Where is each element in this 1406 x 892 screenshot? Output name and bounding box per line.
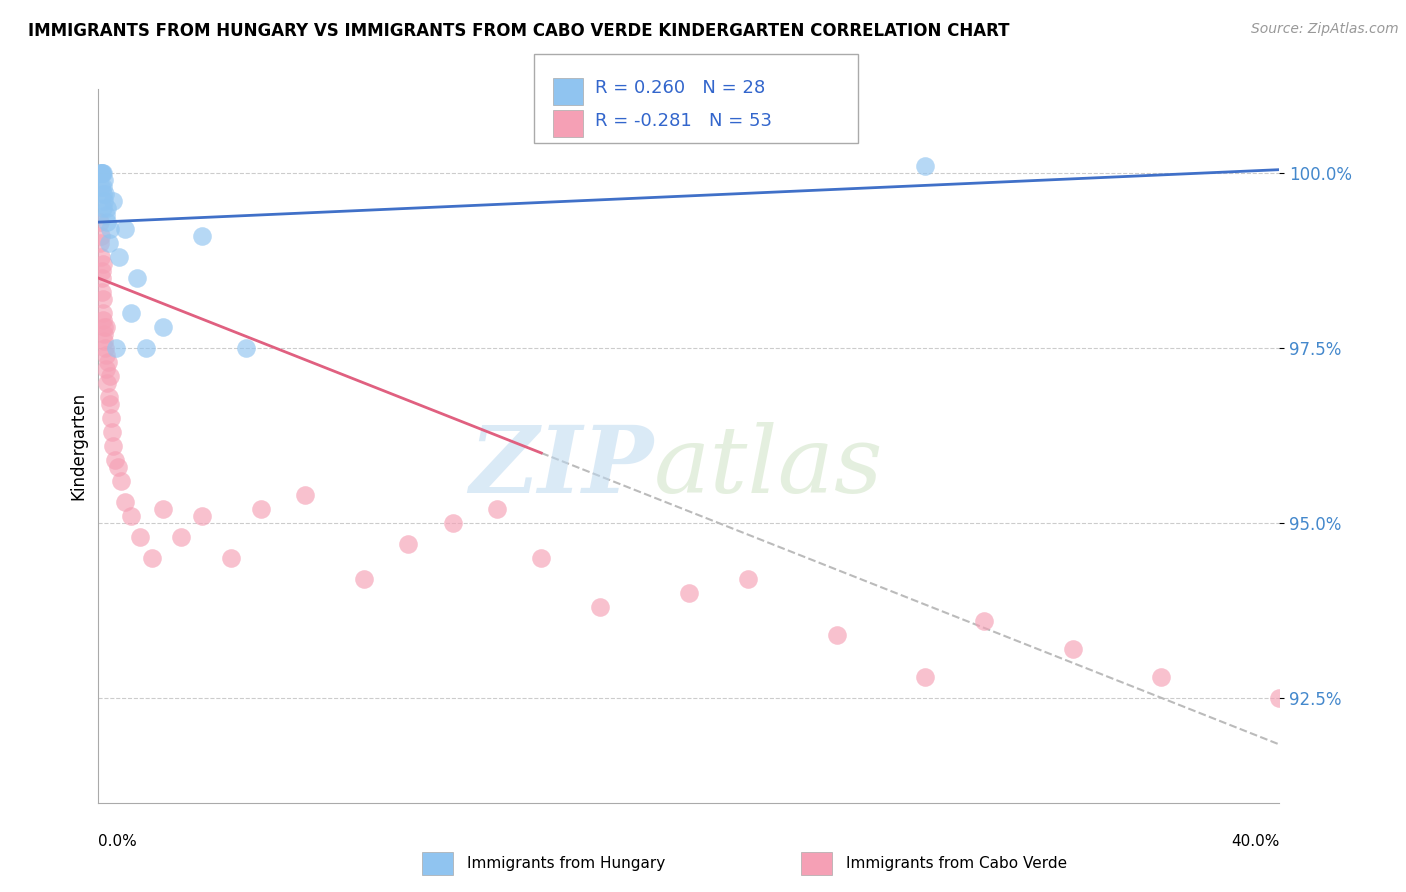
Point: [94, 341, 117, 355]
Text: atlas: atlas: [654, 423, 883, 512]
Point: [96, 376, 118, 390]
Point: [91, 257, 114, 271]
Point: [589, 599, 612, 614]
Point: [1150, 670, 1173, 684]
Point: [737, 572, 759, 586]
Point: [105, 341, 128, 355]
Point: [96, 215, 118, 229]
Point: [91, 187, 114, 202]
Point: [678, 586, 700, 600]
Point: [94, 348, 117, 362]
Point: [93, 306, 115, 320]
Point: [90, 229, 112, 244]
Point: [89, 236, 111, 251]
Point: [441, 516, 464, 530]
Point: [93, 194, 115, 208]
Point: [94, 187, 117, 202]
Point: [93, 320, 115, 334]
Point: [396, 537, 419, 551]
Text: 0.0%: 0.0%: [98, 834, 138, 849]
Point: [530, 550, 553, 565]
Point: [135, 341, 157, 355]
Point: [91, 166, 114, 180]
Point: [91, 292, 114, 306]
Point: [98, 369, 121, 384]
Point: [152, 502, 174, 516]
Point: [125, 271, 148, 285]
Point: [108, 250, 131, 264]
Text: ZIP: ZIP: [470, 423, 654, 512]
Point: [91, 201, 114, 215]
Point: [97, 355, 120, 369]
Text: R = 0.260   N = 28: R = 0.260 N = 28: [595, 79, 765, 97]
Point: [90, 250, 112, 264]
Point: [107, 460, 129, 475]
Point: [914, 159, 936, 173]
Point: [97, 236, 120, 251]
Y-axis label: Kindergarten: Kindergarten: [69, 392, 87, 500]
Point: [91, 285, 114, 299]
Point: [100, 411, 122, 425]
Point: [96, 201, 118, 215]
Point: [91, 271, 114, 285]
Point: [97, 390, 120, 404]
Point: [94, 208, 117, 222]
Point: [91, 166, 114, 180]
Point: [353, 572, 375, 586]
Text: Immigrants from Cabo Verde: Immigrants from Cabo Verde: [846, 856, 1067, 871]
Point: [152, 320, 174, 334]
Point: [110, 474, 132, 488]
Point: [90, 264, 112, 278]
Point: [91, 313, 114, 327]
Point: [114, 495, 136, 509]
Point: [94, 320, 117, 334]
Point: [93, 173, 115, 187]
Point: [1268, 690, 1291, 705]
Point: [90, 180, 112, 194]
Point: [825, 628, 848, 642]
Point: [294, 488, 316, 502]
Text: R = -0.281   N = 53: R = -0.281 N = 53: [595, 112, 772, 129]
Point: [250, 502, 273, 516]
Point: [914, 670, 936, 684]
Point: [93, 327, 115, 342]
Point: [141, 550, 163, 565]
Point: [103, 194, 125, 208]
Point: [114, 222, 136, 236]
Point: [101, 425, 124, 439]
Point: [219, 550, 243, 565]
Point: [191, 508, 214, 523]
Point: [486, 502, 509, 516]
Point: [89, 215, 111, 229]
Point: [120, 306, 142, 320]
Point: [89, 166, 111, 180]
Point: [191, 229, 214, 244]
Text: IMMIGRANTS FROM HUNGARY VS IMMIGRANTS FROM CABO VERDE KINDERGARTEN CORRELATION C: IMMIGRANTS FROM HUNGARY VS IMMIGRANTS FR…: [28, 22, 1010, 40]
Point: [93, 334, 115, 348]
Point: [235, 341, 257, 355]
Point: [120, 508, 142, 523]
Point: [103, 439, 125, 453]
Point: [91, 166, 114, 180]
Text: Source: ZipAtlas.com: Source: ZipAtlas.com: [1251, 22, 1399, 37]
Point: [98, 222, 121, 236]
Point: [93, 180, 115, 194]
Point: [128, 530, 150, 544]
Point: [104, 453, 127, 467]
Point: [96, 362, 118, 376]
Point: [170, 530, 193, 544]
Text: Immigrants from Hungary: Immigrants from Hungary: [467, 856, 665, 871]
Point: [973, 614, 995, 628]
Point: [90, 166, 112, 180]
Point: [1062, 641, 1084, 656]
Text: 40.0%: 40.0%: [1232, 834, 1279, 849]
Point: [98, 397, 121, 411]
